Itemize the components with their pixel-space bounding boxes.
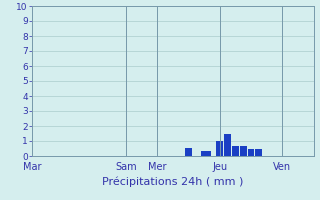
Bar bbox=[240, 146, 247, 156]
Bar bbox=[255, 149, 262, 156]
Bar bbox=[248, 149, 254, 156]
Bar bbox=[232, 146, 239, 156]
Bar bbox=[216, 141, 223, 156]
Bar bbox=[185, 148, 192, 156]
X-axis label: Précipitations 24h ( mm ): Précipitations 24h ( mm ) bbox=[102, 176, 244, 187]
Bar bbox=[204, 151, 212, 156]
Bar bbox=[224, 134, 231, 156]
Bar bbox=[201, 151, 207, 156]
